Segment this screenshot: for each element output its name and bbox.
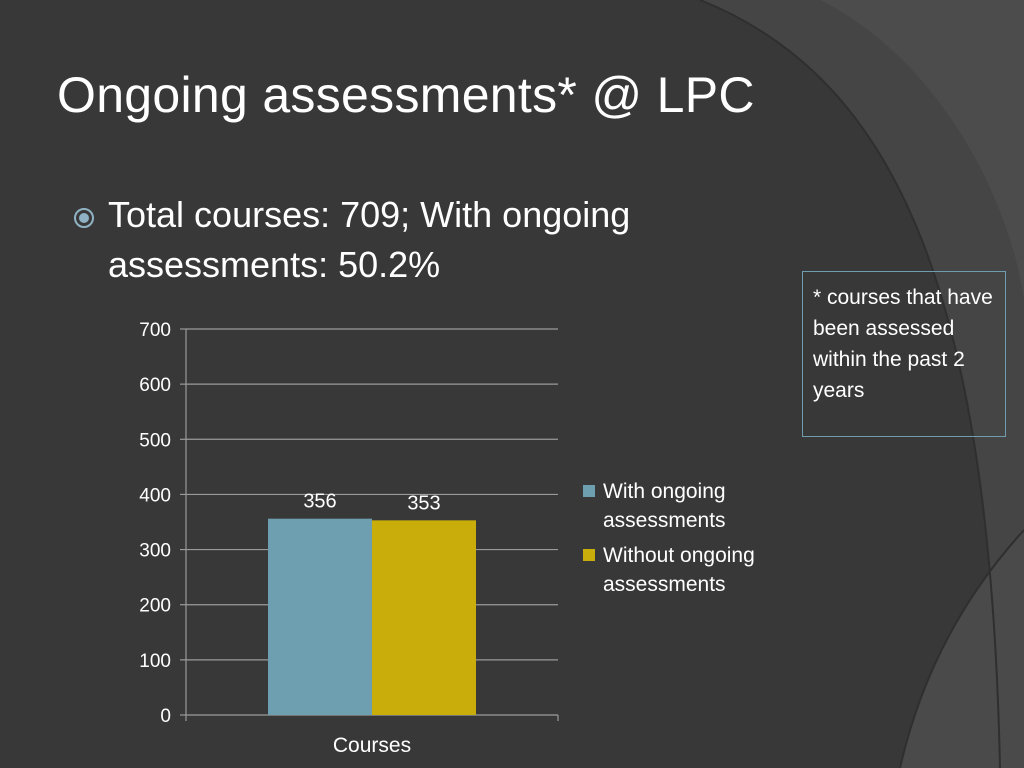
y-tick-label: 200	[139, 596, 171, 617]
bullet-circle-icon	[74, 208, 94, 228]
y-tick-label: 500	[139, 430, 171, 451]
x-category-label: Courses	[333, 734, 411, 757]
y-tick-label: 100	[139, 651, 171, 672]
legend-swatch	[583, 549, 595, 561]
data-label: 353	[407, 492, 440, 514]
legend-label: With ongoing assessments	[603, 480, 726, 532]
y-tick-label: 300	[139, 541, 171, 562]
legend-label: Without ongoing assessments	[603, 544, 755, 596]
footnote-box: * courses that have been assessed within…	[802, 271, 1006, 437]
slide-title: Ongoing assessments* @ LPC	[57, 67, 755, 123]
y-tick-label: 0	[160, 706, 171, 727]
footnote-text: * courses that have been assessed within…	[813, 286, 993, 402]
data-label: 356	[303, 491, 336, 513]
bar	[268, 518, 372, 715]
bar	[372, 520, 476, 715]
y-tick-label: 600	[139, 375, 171, 396]
bullet-text: Total courses: 709; With ongoing assessm…	[108, 194, 631, 285]
y-tick-label: 700	[139, 320, 171, 341]
legend-swatch	[583, 485, 595, 497]
y-tick-label: 400	[139, 485, 171, 506]
